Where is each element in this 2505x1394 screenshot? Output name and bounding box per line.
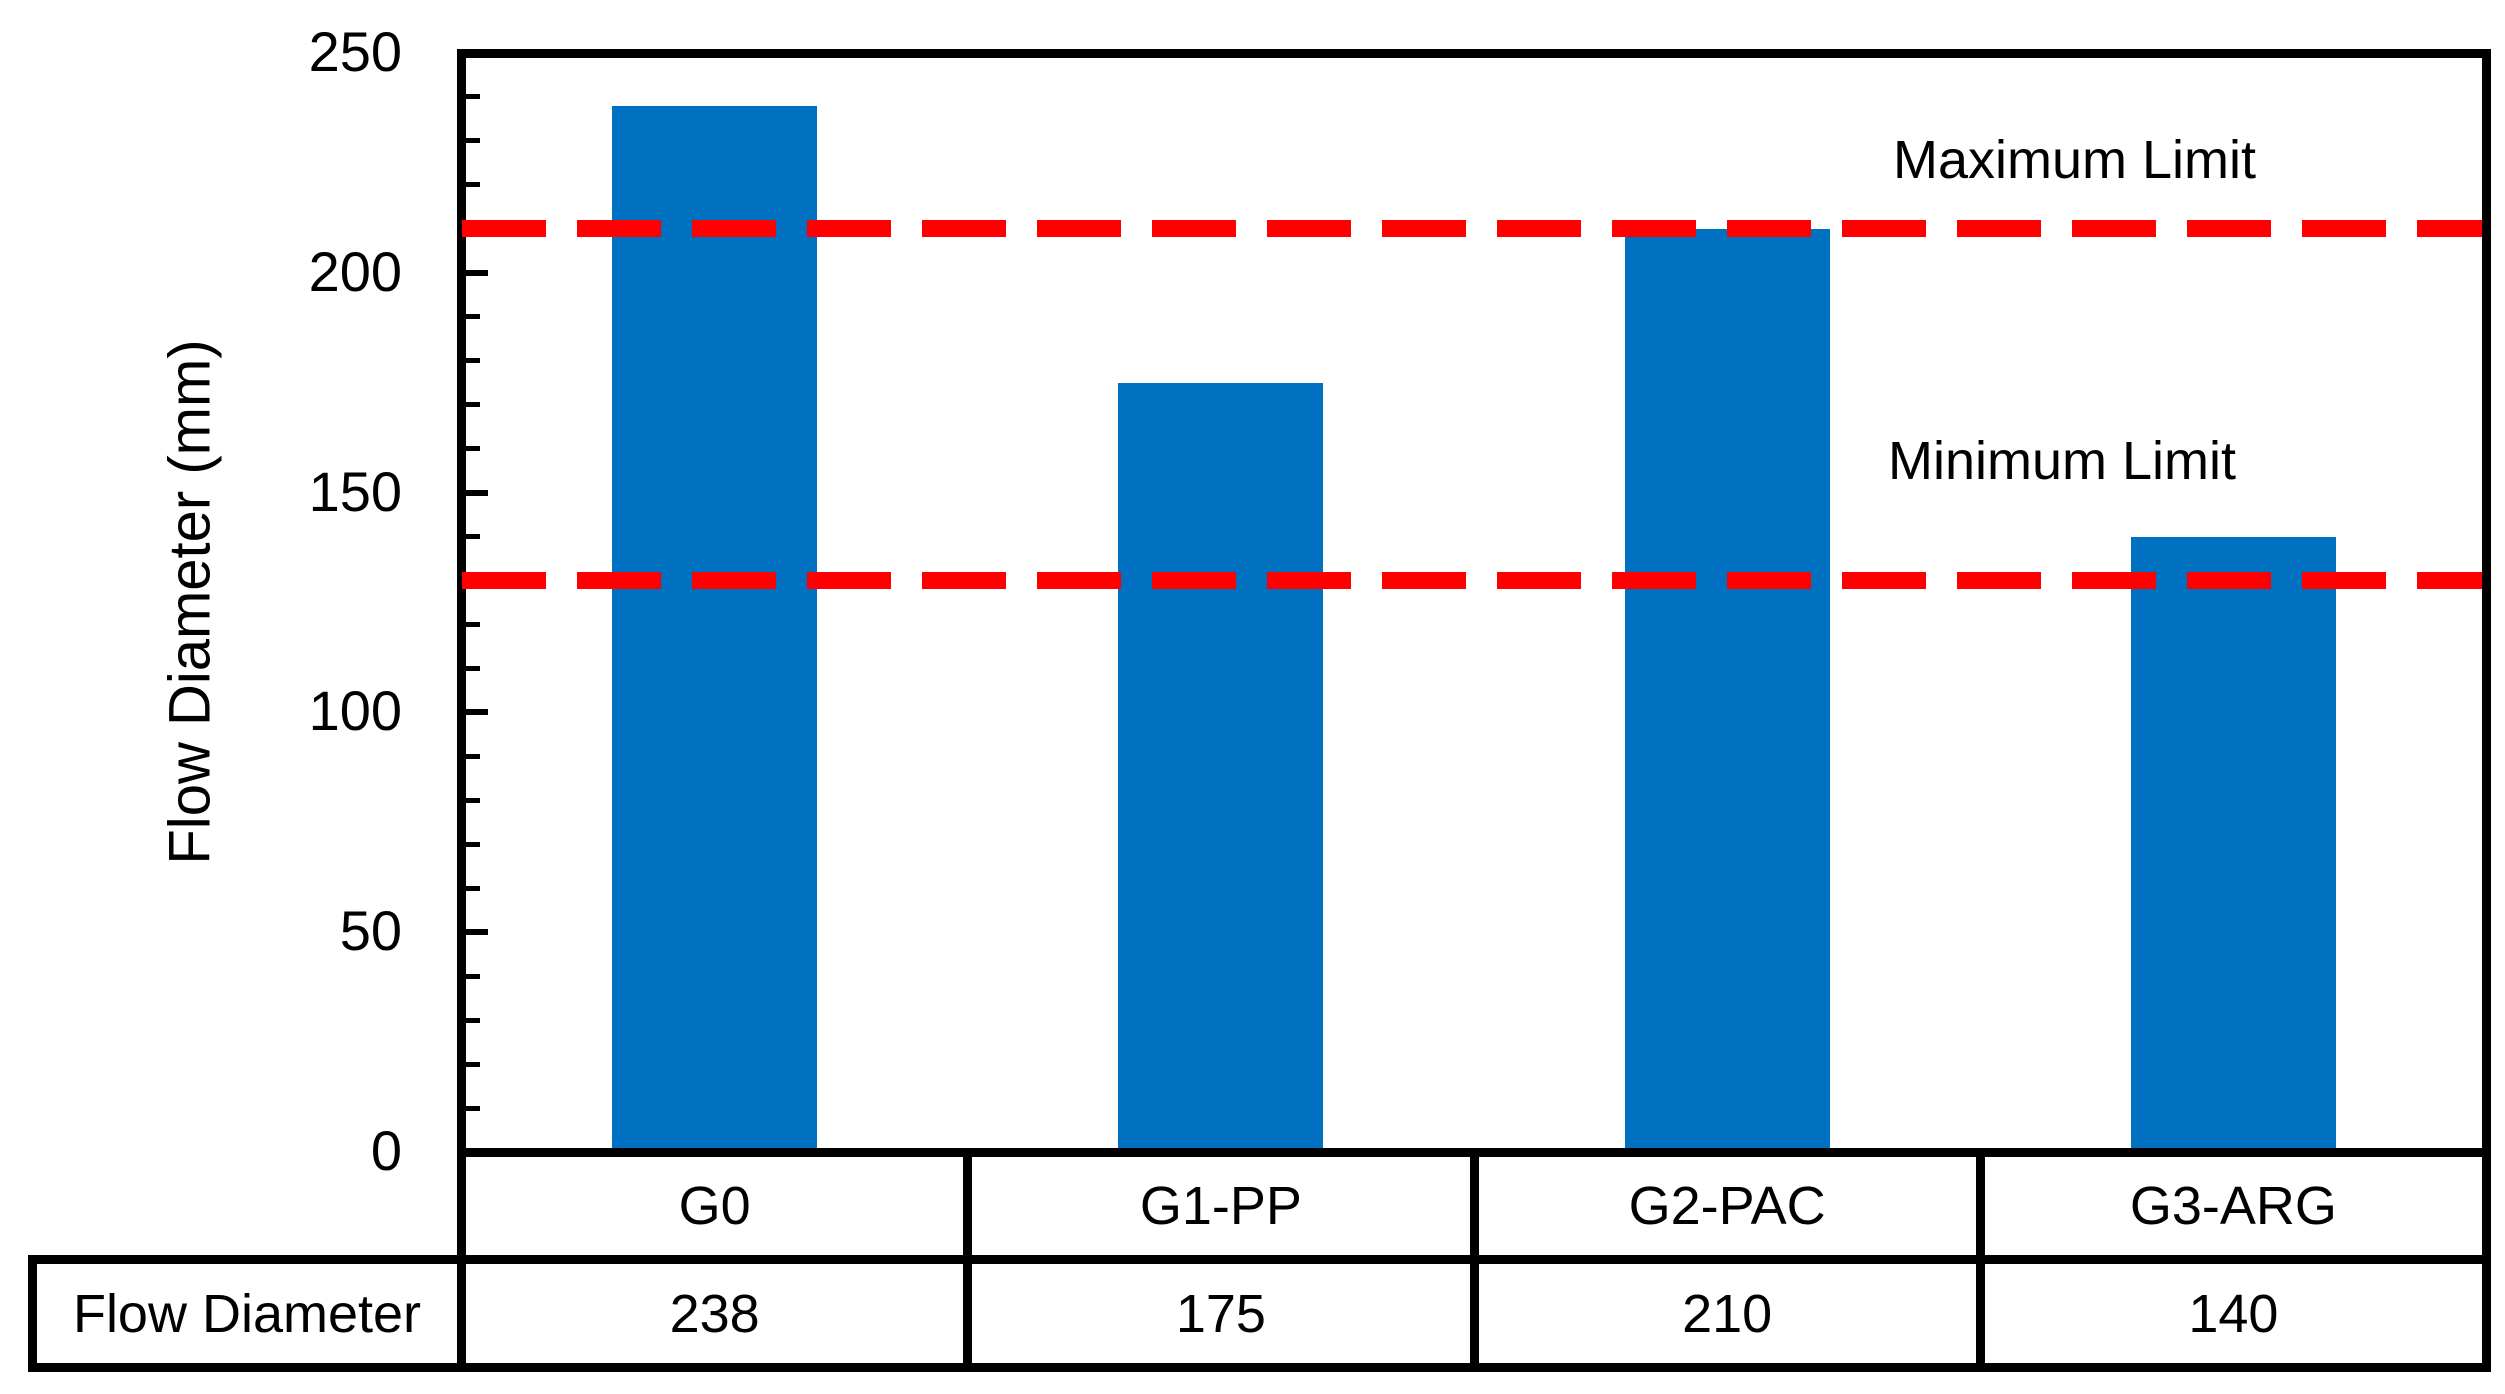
y-axis-minor-tick	[466, 1061, 480, 1067]
value-cell-g2-pac: 210	[1682, 1283, 1773, 1344]
y-axis-tick-label: 250	[308, 20, 402, 84]
y-axis-major-tick	[466, 709, 488, 716]
y-axis-minor-tick	[466, 94, 480, 100]
table-bottom-line	[28, 1363, 2491, 1372]
y-axis-minor-tick	[466, 797, 480, 803]
y-axis-label: Flow Diameter (mm)	[157, 339, 223, 865]
y-axis-tick-label: 0	[370, 1119, 402, 1183]
y-axis-tick-label: 100	[308, 679, 402, 743]
y-axis-minor-tick	[466, 182, 480, 188]
y-axis-minor-tick	[466, 621, 480, 627]
value-cell-g1-pp: 175	[1175, 1283, 1266, 1344]
category-cell-g1-pp: G1-PP	[1139, 1176, 1302, 1236]
y-axis-minor-tick	[466, 402, 480, 408]
category-cell-g3-arg: G3-ARG	[2129, 1176, 2337, 1236]
y-axis-minor-tick	[466, 841, 480, 847]
y-axis-major-tick	[466, 929, 488, 936]
y-axis-minor-tick	[466, 534, 480, 540]
category-cell-g2-pac: G2-PAC	[1628, 1176, 1826, 1236]
category-cell-g0: G0	[678, 1176, 751, 1236]
bar-g2-pac	[1624, 228, 1830, 1148]
y-axis-major-tick	[466, 269, 488, 276]
y-axis-minor-tick	[466, 1017, 480, 1023]
table-right-edge-line	[2482, 1157, 2491, 1372]
y-axis-minor-tick	[466, 1105, 480, 1111]
maximum-limit-line	[462, 220, 2482, 238]
y-axis-minor-tick	[466, 665, 480, 671]
bar-g1-pp	[1118, 382, 1324, 1148]
y-axis-minor-tick	[466, 885, 480, 891]
y-axis-minor-tick	[466, 446, 480, 452]
table-row-separator-line	[28, 1255, 2491, 1264]
y-axis-major-tick	[466, 489, 488, 496]
maximum-limit-label: Maximum Limit	[1893, 130, 2257, 190]
table-left-edge-line	[457, 1157, 466, 1372]
y-axis-tick-label: 200	[308, 239, 402, 303]
minimum-limit-line	[462, 572, 2482, 590]
bar-g3-arg	[2130, 536, 2336, 1148]
row-label-cell-left-border	[28, 1255, 37, 1372]
y-axis-minor-tick	[466, 973, 480, 979]
y-axis-tick-label: 150	[308, 459, 402, 523]
minimum-limit-label: Minimum Limit	[1888, 431, 2237, 491]
y-axis-minor-tick	[466, 314, 480, 320]
bar-g0	[612, 105, 818, 1148]
value-cell-g3-arg: 140	[2188, 1283, 2279, 1344]
y-axis-minor-tick	[466, 753, 480, 759]
table-row-label: Flow Diameter	[72, 1283, 422, 1344]
y-axis-tick-label: 50	[339, 899, 402, 963]
y-axis-minor-tick	[466, 358, 480, 364]
y-axis-minor-tick	[466, 138, 480, 144]
value-cell-g0: 238	[669, 1283, 760, 1344]
